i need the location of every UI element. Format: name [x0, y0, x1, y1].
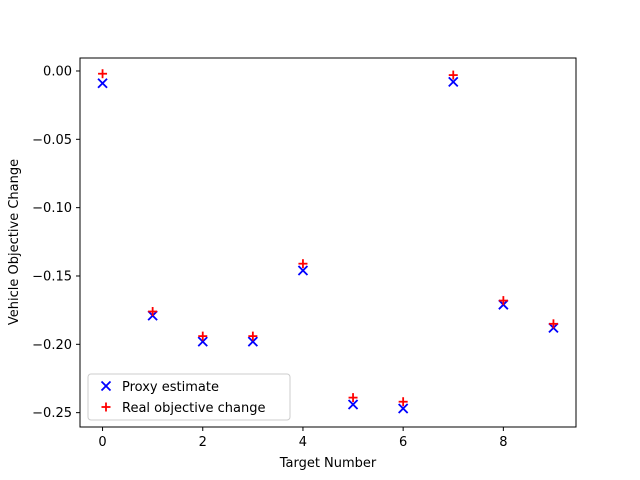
real-objective-change-point [98, 69, 108, 79]
legend-real-marker [101, 402, 111, 412]
plot-area-frame [79, 57, 577, 428]
y-tick-label: −0.20 [32, 338, 72, 353]
real-objective-change-point [448, 70, 458, 80]
proxy-estimate-point [398, 403, 409, 414]
real-objective-change-point [198, 331, 208, 341]
y-axis-label: Vehicle Objective Change [7, 159, 22, 325]
x-axis-label: Target Number [279, 456, 377, 471]
y-tick-label: −0.05 [32, 133, 72, 148]
x-tick-label: 0 [98, 435, 106, 450]
x-tick-label: 8 [499, 435, 507, 450]
proxy-estimate-point [297, 265, 309, 276]
y-tick-label: 0.00 [43, 64, 72, 79]
legend-entry-label: Proxy estimate [122, 380, 219, 395]
proxy-estimate-point [97, 78, 108, 89]
real-objective-change-point [498, 296, 508, 306]
proxy-estimate-point [347, 399, 359, 410]
y-axis-ticks: 0.00 −0.05 −0.10 −0.15 −0.20 −0.25 [32, 64, 80, 421]
real-objective-change-point [548, 319, 558, 329]
x-axis-ticks: 0 2 4 6 8 [98, 427, 507, 450]
proxy-estimate-point [247, 336, 258, 347]
x-tick-label: 4 [299, 435, 307, 450]
real-objective-change-point [248, 331, 258, 341]
legend: Proxy estimate Real objective change [87, 373, 291, 421]
legend-entry-label: Real objective change [122, 401, 266, 416]
y-tick-label: −0.15 [32, 269, 72, 284]
proxy-estimate-point [197, 336, 208, 347]
proxy-estimate-point [448, 76, 459, 88]
y-tick-label: −0.10 [32, 201, 72, 216]
x-tick-label: 6 [399, 435, 407, 450]
real-objective-change-point [148, 307, 158, 317]
y-tick-label: −0.25 [32, 406, 72, 421]
x-tick-label: 2 [199, 435, 207, 450]
real-objective-change-point [298, 259, 308, 269]
real-objective-change-point [348, 393, 358, 403]
real-objective-change-point [398, 397, 408, 407]
legend-proxy-marker [100, 380, 112, 392]
legend-box [87, 373, 291, 421]
data-marks [97, 69, 559, 414]
